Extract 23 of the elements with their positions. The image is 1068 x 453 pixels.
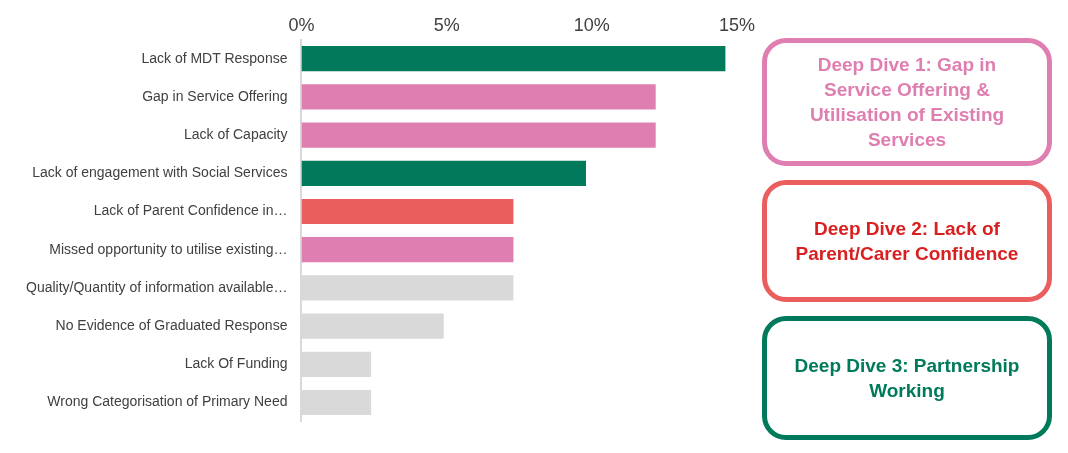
text: Deep Dive 3: Partnership Working bbox=[793, 354, 1021, 403]
y-tick-label: Lack of Capacity bbox=[183, 125, 288, 142]
y-tick-label: Gap in Service Offering bbox=[142, 87, 288, 104]
y-tick-label: Missed opportunity to utilise existing… bbox=[49, 240, 288, 257]
y-tick-label: Quality/Quantity of information available… bbox=[25, 278, 288, 295]
bar bbox=[301, 160, 587, 186]
bar bbox=[301, 122, 656, 148]
bar bbox=[301, 237, 514, 263]
x-tick-label: 5% bbox=[433, 14, 460, 35]
text: Deep Dive 1: Gap in Service Offering & Utilisation of Existing Services bbox=[808, 53, 1006, 152]
x-tick-label: 15% bbox=[718, 14, 755, 35]
text: Deep Dive 2: Lack of Parent/Carer Confidence bbox=[794, 217, 1020, 266]
y-tick-label: No Evidence of Graduated Response bbox=[55, 316, 288, 333]
y-tick-label: Lack of MDT Response bbox=[141, 49, 288, 66]
y-tick-label: Lack Of Funding bbox=[184, 355, 288, 372]
bar bbox=[301, 198, 514, 225]
y-tick-label: Lack of engagement with Social Services bbox=[32, 164, 288, 181]
x-tick-label: 10% bbox=[573, 14, 610, 35]
bar bbox=[301, 46, 726, 72]
y-tick-label: Wrong Categorisation of Primary Need bbox=[47, 393, 288, 410]
bar bbox=[301, 84, 656, 110]
y-tick-label: Lack of Parent Confidence in… bbox=[93, 202, 288, 219]
x-tick-label: 0% bbox=[288, 14, 315, 35]
